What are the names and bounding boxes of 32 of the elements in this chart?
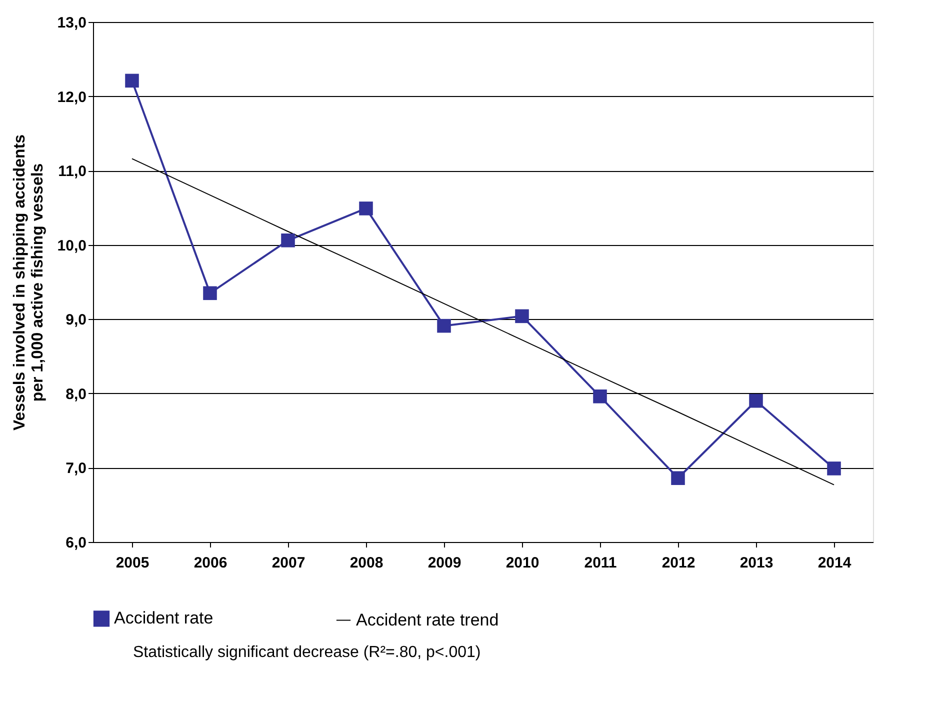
x-tick-label: 2010	[506, 554, 540, 572]
legend-label: Accident rate trend	[356, 610, 499, 630]
point	[125, 74, 139, 88]
x-tick-label: 2007	[272, 554, 306, 572]
x-tick-label: 2011	[584, 554, 617, 572]
legend-label: Accident rate	[114, 608, 214, 628]
y-tick-label: 6,0	[66, 534, 86, 552]
x-tick-label: 2006	[194, 554, 228, 572]
point	[827, 462, 841, 476]
y-tick-label: 13,0	[57, 14, 86, 32]
y-tick-label: 9,0	[66, 312, 86, 329]
x-tick-label: 2009	[428, 554, 462, 572]
point	[593, 390, 607, 404]
point	[671, 471, 685, 486]
text: Statistically significant decrease (R²=.80, p<.001)	[133, 644, 481, 661]
x-tick-label: 2012	[662, 554, 696, 572]
x-tick-label: 2013	[740, 554, 774, 572]
point	[515, 309, 529, 324]
point	[281, 234, 295, 248]
point	[359, 202, 373, 216]
y-tick-label: 7,0	[66, 460, 86, 478]
y-tick-label: 8,0	[66, 386, 86, 403]
x-tick-label: 2008	[350, 554, 384, 572]
point	[203, 286, 217, 300]
point	[437, 318, 451, 333]
y-tick-label: 12,0	[57, 88, 86, 106]
y-tick-label: 10,0	[57, 237, 86, 254]
point	[749, 394, 763, 408]
y-tick-label: 11,0	[58, 163, 86, 180]
x-tick-label: 2005	[116, 554, 150, 572]
x-tick-label: 2014	[818, 554, 852, 572]
y-axis-title: Vessels involved in shipping accidents per 1,000 active fishing vessels	[11, 134, 46, 431]
